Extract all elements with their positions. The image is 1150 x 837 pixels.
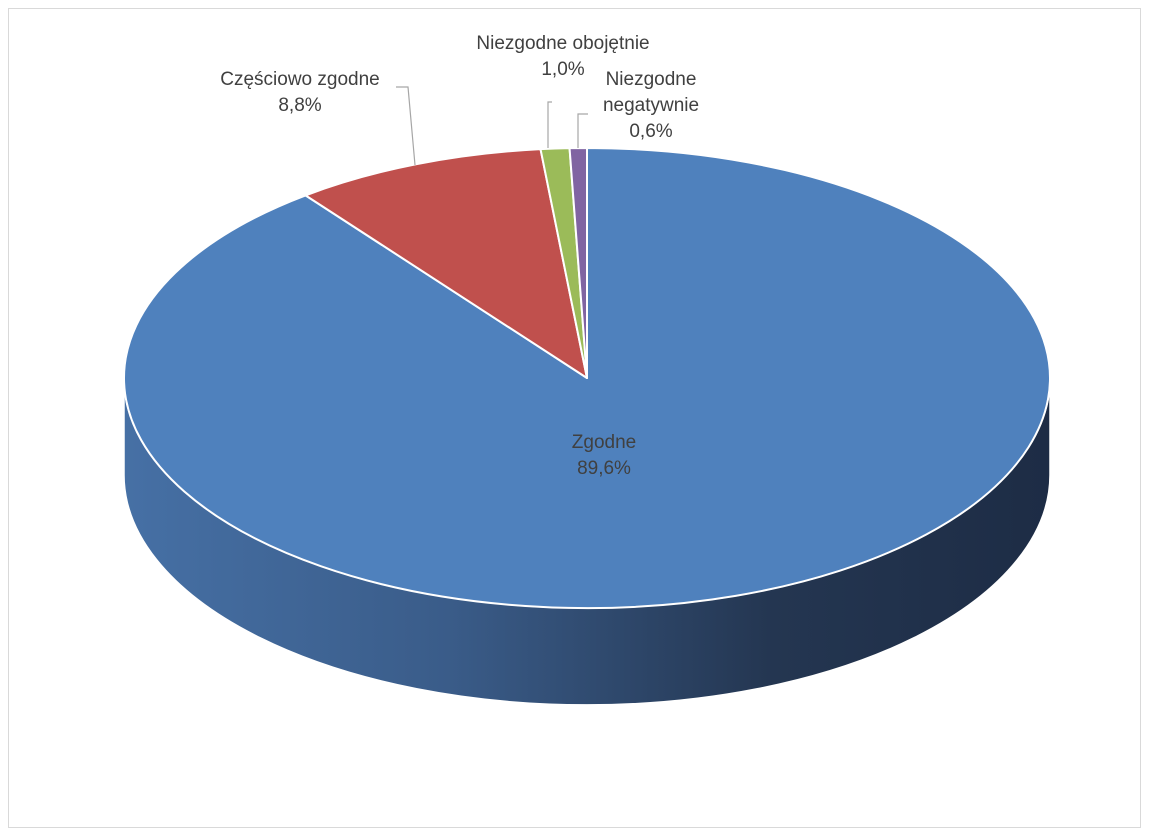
pie-top-layer [123,146,1051,609]
label-value-niezgodne-obojetnie: 1,0% [541,59,584,80]
label-value-czesciowo-zgodne: 8,8% [278,95,321,116]
leader-line-czesciowo-zgodne [396,86,416,166]
label-name-niezgodne-obojetnie: Niezgodne obojętnie [476,33,649,54]
slice-niezgodne-negatywnie [568,146,588,379]
slice-zgodne [123,147,1051,609]
label-name-czesciowo-zgodne: Częściowo zgodne [220,69,379,90]
data-labels: Zgodne 89,6% Częściowo zgodne 8,8% Niezgodne… [220,33,699,479]
label-name-zgodne: Zgodne [572,432,636,453]
label-name-niezgodne-negatywnie-2: negatywnie [603,95,699,116]
leader-line-niezgodne-negatywnie [577,113,588,148]
slice-czesciowo-zgodne [304,148,588,379]
label-value-zgodne: 89,6% [577,458,631,479]
leader-lines [396,86,588,166]
label-name-niezgodne-negatywnie-1: Niezgodne [606,69,697,90]
label-value-niezgodne-negatywnie: 0,6% [629,121,672,142]
leader-line-niezgodne-obojetnie [547,101,552,148]
